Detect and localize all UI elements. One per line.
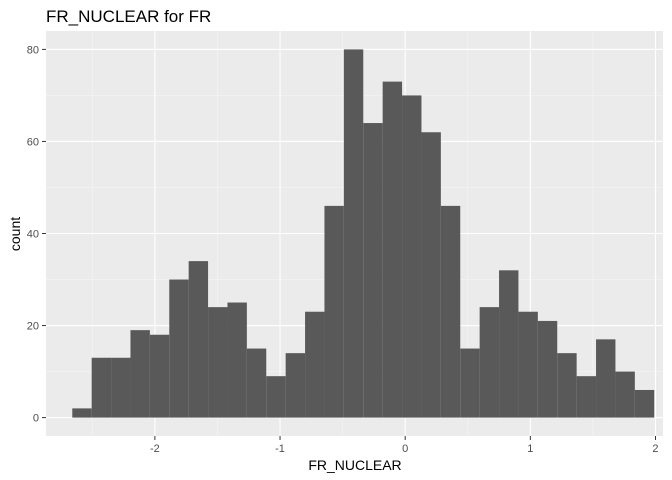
histogram-bar: [382, 81, 403, 418]
histogram-bar: [208, 307, 228, 418]
histogram-bar: [343, 49, 364, 418]
chart-title: FR_NUCLEAR for FR: [46, 7, 211, 26]
histogram-bar: [227, 302, 247, 418]
histogram-bar: [246, 348, 267, 418]
histogram-bar: [518, 311, 538, 418]
histogram-bar: [576, 376, 597, 418]
histogram-bar: [460, 348, 480, 418]
histogram-bar: [440, 205, 461, 418]
histogram-bar: [402, 95, 422, 418]
histogram-bar: [634, 389, 655, 418]
y-axis-title: count: [7, 217, 23, 251]
x-tick-label: 1: [527, 443, 533, 455]
histogram-bar: [266, 376, 286, 418]
y-tick-label: 80: [27, 44, 39, 56]
histogram-bar: [363, 123, 383, 418]
histogram-bar: [324, 205, 344, 418]
histogram-bar: [111, 357, 131, 418]
x-axis-title: FR_NUCLEAR: [308, 457, 401, 473]
y-tick-label: 0: [33, 413, 39, 425]
x-axis: -2 -1 0 1 2: [150, 436, 659, 455]
x-tick-label: -2: [150, 443, 160, 455]
y-axis: 0 20 40 60 80: [27, 44, 46, 425]
histogram-bar: [169, 279, 189, 418]
histogram-bar: [615, 371, 635, 418]
histogram-bar: [499, 270, 519, 418]
histogram-bar: [421, 132, 441, 418]
histogram-bar: [130, 330, 150, 418]
histogram-bar: [188, 261, 209, 418]
histogram-bars: [72, 49, 655, 418]
x-tick-label: 0: [402, 443, 408, 455]
histogram-bar: [596, 339, 616, 418]
histogram-bar: [72, 408, 92, 418]
histogram-bar: [479, 307, 500, 418]
y-tick-label: 60: [27, 136, 39, 148]
x-tick-label: -1: [275, 443, 285, 455]
x-tick-label: 2: [652, 443, 658, 455]
y-tick-label: 40: [27, 229, 39, 241]
histogram-bar: [557, 353, 577, 418]
histogram-bar: [149, 334, 170, 418]
histogram-bar: [537, 320, 558, 418]
y-tick-label: 20: [27, 321, 39, 333]
histogram-bar: [305, 311, 325, 418]
histogram-bar: [91, 357, 112, 418]
histogram-bar: [285, 353, 306, 418]
